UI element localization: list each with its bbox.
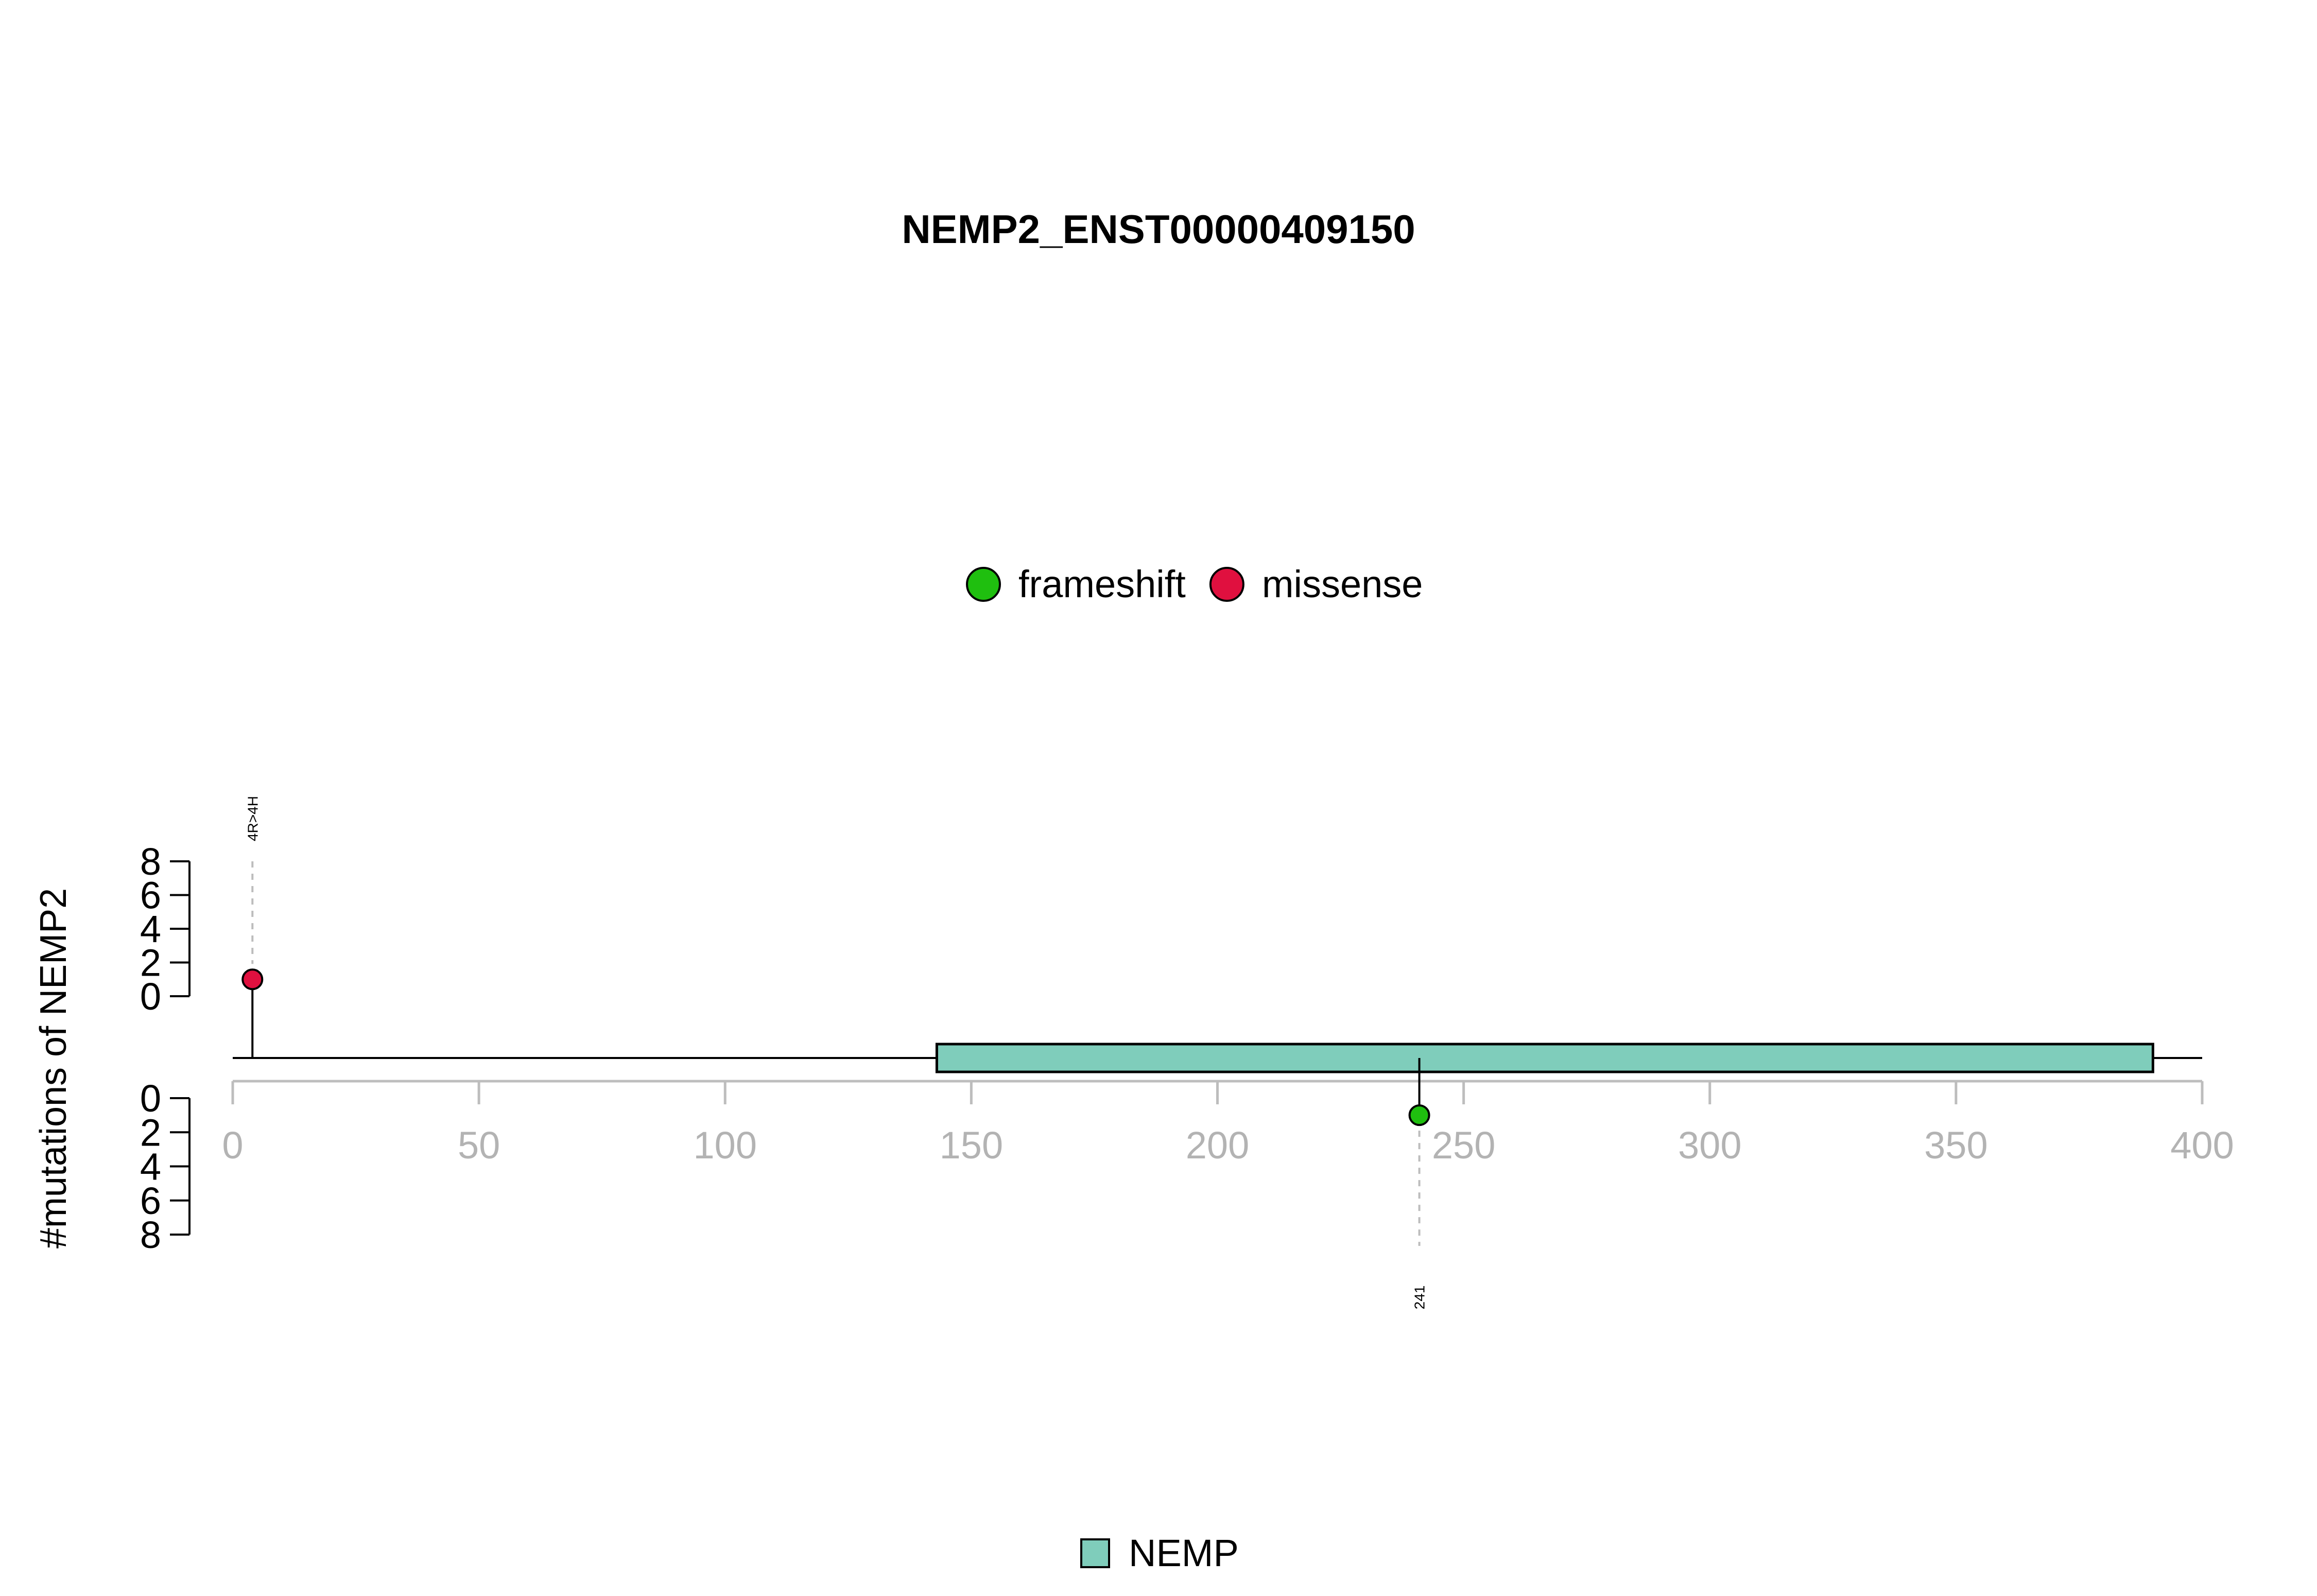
x-tick-label-0: 0 [222,1124,243,1167]
y-tick-label-top-4: 4 [140,908,161,950]
x-tick-label-100: 100 [694,1124,757,1167]
mutation-label-1: 241 [1412,1286,1428,1310]
x-tick-label-200: 200 [1186,1124,1249,1167]
y-tick-label-top-0: 0 [140,975,161,1018]
y-tick-label-top-6: 6 [140,874,161,917]
y-tick-label-bottom-0: 0 [140,1077,161,1120]
x-tick-label-400: 400 [2170,1124,2234,1167]
x-axis: 0 50 100 150 200 250 300 350 400 [222,1080,2234,1167]
y-tick-label-bottom-6: 6 [140,1179,161,1222]
x-tick-label-350: 350 [1924,1124,1987,1167]
y-tick-label-top-2: 2 [140,942,161,984]
mutation-type-legend: frameshift missense [966,563,1423,605]
domain-legend: NEMP [1080,1532,1239,1574]
x-tick-label-150: 150 [940,1124,1003,1167]
x-tick-label-250: 250 [1432,1124,1495,1167]
y-axis-label: #mutations of NEMP2 [33,888,74,1248]
legend-label-frameshift: frameshift [1018,563,1186,605]
domain-layer [935,1043,2154,1073]
mutation-label-0: 4R>4H [245,796,261,841]
domain-NEMP [935,1043,2154,1073]
legend-swatch-missense [1209,567,1244,602]
legend-swatch-frameshift [966,567,1001,602]
chart-title: NEMP2_ENST00000409150 [902,206,1415,252]
y-tick-label-bottom-2: 2 [140,1111,161,1154]
x-tick-label-300: 300 [1678,1124,1741,1167]
y-tick-label-top-8: 8 [140,840,161,883]
mutation-lollipops: 4R>4H 241 [241,796,1430,1310]
y-tick-label-bottom-4: 4 [140,1146,161,1188]
domain-legend-swatch-NEMP [1080,1538,1110,1568]
lollipop-head-frameshift [1408,1104,1430,1126]
x-tick-label-50: 50 [458,1124,500,1167]
lollipop-head-missense [241,968,264,991]
domain-legend-label-NEMP: NEMP [1129,1532,1239,1574]
y-tick-label-bottom-8: 8 [140,1213,161,1256]
legend-label-missense: missense [1262,563,1423,605]
